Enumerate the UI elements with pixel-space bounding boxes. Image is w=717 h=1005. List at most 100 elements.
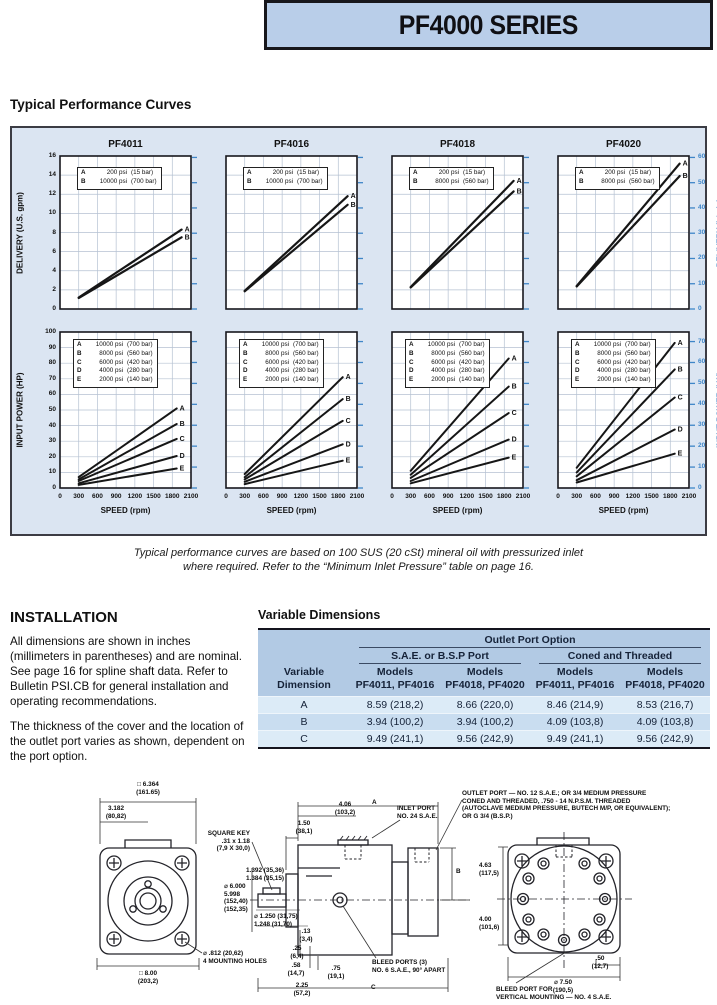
installation-section: INSTALLATION All dimensions are shown in…	[10, 609, 252, 775]
dim-label: ⌀ 6.000 5.998 (152,40) (152,35)	[224, 883, 248, 914]
svg-text:B: B	[180, 421, 185, 428]
chart-pf4018-power-legend: A 10000 psi (700 bar) B 8000 psi (560 bar) C 60…	[405, 339, 490, 389]
legend-entry: A 10000 psi (700 bar)	[77, 341, 153, 348]
x-tick: 1200	[625, 493, 641, 500]
x-tick: 300	[239, 493, 251, 500]
legend-entry: E 2000 psi (140 bar)	[243, 376, 319, 384]
table-blank	[258, 648, 350, 664]
square-key-label: SQUARE KEY .31 x 1.18 (7,9 X 30,0)	[207, 830, 250, 853]
svg-text:B: B	[683, 173, 688, 180]
y-tick-right: 20	[698, 442, 706, 450]
x-tick: 600	[91, 493, 103, 500]
x-tick: 1500	[312, 493, 327, 500]
speed-axis-title: SPEED (rpm)	[100, 506, 151, 515]
caption-line2: where required. Refer to the “Minimum In…	[183, 561, 534, 574]
legend-entry: A 10000 psi (700 bar)	[575, 341, 651, 348]
cell: 8.66 (220,0)	[440, 696, 530, 714]
svg-text:D: D	[180, 453, 185, 460]
bleed-ports-label: BLEED PORTS (3) NO. 6 S.A.E., 90° APART	[372, 959, 446, 974]
y-tick: 10	[48, 468, 56, 476]
x-tick: 1200	[293, 493, 309, 500]
x-tick: 300	[73, 493, 85, 500]
svg-text:E: E	[346, 458, 351, 465]
y-tick: 6	[52, 247, 56, 255]
x-tick: 300	[571, 493, 583, 500]
x-tick: 1800	[497, 493, 512, 500]
x-tick: 0	[224, 493, 228, 500]
cell: 9.49 (241,1)	[350, 730, 440, 749]
y-tick: 80	[48, 359, 56, 367]
dim-label: 4.06 (103,2)	[334, 801, 356, 816]
cell: 8.59 (218,2)	[350, 696, 440, 714]
svg-text:A: A	[351, 193, 356, 200]
cell: 9.49 (241,1)	[530, 730, 620, 749]
dim-label: 4.00 (101,6)	[479, 916, 500, 931]
legend-entry: E 2000 psi (140 bar)	[77, 376, 153, 384]
x-tick: 1200	[127, 493, 143, 500]
svg-text:B: B	[678, 366, 683, 373]
y-tick-right: 0	[698, 484, 702, 491]
x-tick: 2100	[515, 493, 531, 500]
variable-dimensions-table: Outlet Port Option S.A.E. or B.S.P Port …	[258, 628, 710, 750]
x-tick: 2100	[349, 493, 365, 500]
legend-entry: A 200 psi (15 bar)	[247, 169, 320, 176]
chart-pf4016-delivery-legend: A 200 psi (15 bar) B 10000 psi (700 bar)	[243, 167, 328, 190]
svg-text:E: E	[512, 455, 517, 462]
x-tick: 1500	[644, 493, 659, 500]
cell: 8.53 (216,7)	[620, 696, 710, 714]
legend-entry: D 4000 psi (280 bar)	[575, 367, 651, 375]
cell: 3.94 (100,2)	[350, 713, 440, 731]
x-tick: 600	[423, 493, 435, 500]
y-tick-right: 20	[698, 254, 706, 262]
y-tick-right: 10	[698, 463, 706, 471]
svg-text:C: C	[512, 410, 517, 417]
chart-pf4018-delivery-legend: A 200 psi (15 bar) B 8000 psi (560 bar)	[409, 167, 494, 190]
y-tick: 14	[48, 171, 56, 179]
y-tick-right: 50	[698, 379, 706, 387]
dim-label: ⌀ 1.250 (31,75) 1.248 (31,70)	[254, 913, 298, 928]
dim-label: .58 (14,7)	[287, 962, 305, 977]
cell: 8.46 (214,9)	[530, 696, 620, 714]
svg-text:A: A	[683, 161, 688, 168]
dim-label: 1.50 (38,1)	[295, 820, 313, 835]
legend-entry: D 4000 psi (280 bar)	[243, 367, 319, 375]
svg-text:B: B	[346, 396, 351, 403]
cell: 4.09 (103,8)	[620, 713, 710, 731]
dim-c-label: C	[371, 984, 376, 991]
y-tick-right: 70	[698, 337, 706, 345]
dim-label: .75 (19,1)	[327, 965, 345, 980]
legend-entry: A 200 psi (15 bar)	[81, 169, 154, 176]
svg-text:B: B	[185, 234, 190, 241]
y-tick: 40	[48, 421, 56, 429]
mounting-holes-label: ⌀ .812 (20,62) 4 MOUNTING HOLES	[203, 950, 267, 965]
chart-pf4020-power-legend: A 10000 psi (700 bar) B 8000 psi (560 bar) C 60…	[571, 339, 656, 389]
svg-text:B: B	[512, 384, 517, 391]
chart-pf4011-power-legend: A 10000 psi (700 bar) B 8000 psi (560 bar) C 60…	[73, 339, 158, 389]
bleed-port-vertical-label: BLEED PORT FOR VERTICAL MOUNTING — NO. 4…	[496, 986, 612, 1001]
legend-entry: D 4000 psi (280 bar)	[77, 367, 153, 375]
legend-entry: A 200 psi (15 bar)	[579, 169, 652, 176]
installation-title: INSTALLATION	[10, 609, 118, 626]
x-tick: 1500	[146, 493, 161, 500]
legend-entry: B 10000 psi (700 bar)	[81, 177, 157, 185]
table-row: A 8.59 (218,2) 8.66 (220,0) 8.46 (214,9)…	[258, 696, 710, 714]
svg-text:A: A	[517, 178, 522, 185]
chart-pf4011-delivery-title: PF4011	[108, 139, 143, 150]
x-tick: 0	[556, 493, 560, 500]
legend-entry: C 6000 psi (420 bar)	[575, 358, 651, 366]
x-tick: 900	[276, 493, 288, 500]
dim-label: .50 (12,7)	[591, 955, 609, 970]
x-tick: 900	[110, 493, 122, 500]
table-row: B 3.94 (100,2) 3.94 (100,2) 4.09 (103,8)…	[258, 713, 710, 731]
legend-entry: C 6000 psi (420 bar)	[409, 358, 485, 366]
side-view	[257, 835, 439, 956]
svg-text:E: E	[180, 466, 185, 473]
x-tick: 900	[608, 493, 620, 500]
legend-entry: A 10000 psi (700 bar)	[409, 341, 485, 348]
svg-text:A: A	[346, 374, 351, 381]
table-row: C 9.49 (241,1) 9.56 (242,9) 9.49 (241,1)…	[258, 730, 710, 749]
y-tick-right: 50	[698, 178, 706, 186]
svg-text:B: B	[517, 188, 522, 195]
legend-entry: B 8000 psi (560 bar)	[575, 349, 651, 357]
chart-pf4016-delivery-title: PF4016	[273, 139, 310, 150]
